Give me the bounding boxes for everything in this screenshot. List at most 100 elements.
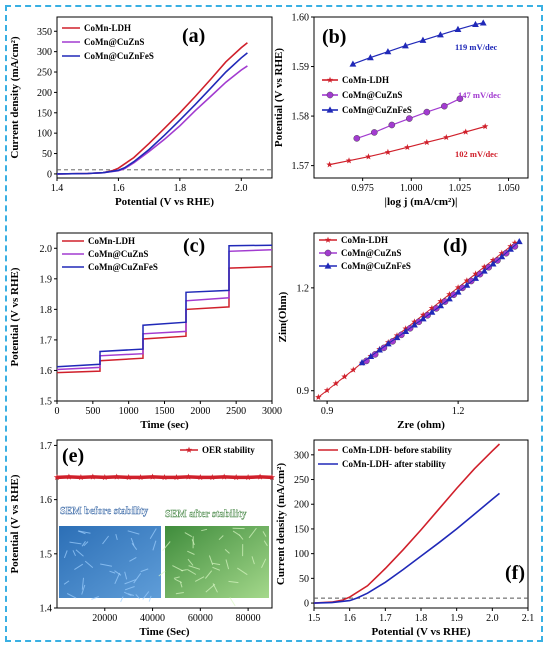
legend-label: CoMn@CuZnFeS <box>84 51 154 61</box>
x-tick-label: 40000 <box>140 613 165 624</box>
panel-a: 1.4 1.6 1.8 2.0 0 50 100 150 200 250 300 350 Potenti… <box>9 16 273 208</box>
x-tick-label: 80000 <box>236 613 261 624</box>
x-axis-label: Time (Sec) <box>139 626 190 638</box>
sem-flake <box>149 528 157 540</box>
sem-flake <box>184 532 193 538</box>
y-tick-label: 1.4 <box>40 604 53 615</box>
y-tick-label: 1.7 <box>40 441 53 452</box>
series-line <box>56 52 248 175</box>
data-point <box>411 321 418 328</box>
y-tick-label: 1.5 <box>40 549 53 560</box>
y-tick-label: 0 <box>304 599 309 610</box>
sem-flake <box>173 576 180 579</box>
data-point <box>406 115 413 122</box>
data-point <box>472 20 479 28</box>
sem-flake <box>224 549 230 554</box>
data-point <box>353 135 361 142</box>
sem-flake <box>162 541 171 552</box>
slope-annotation: 102 mV/dec <box>455 149 498 159</box>
sem-flake <box>248 527 257 539</box>
y-tick-label: 1.6 <box>40 366 53 377</box>
data-point <box>326 161 333 168</box>
y-tick-label: 1.9 <box>40 274 53 285</box>
panel-d: 0.9 1.2 0.9 1.2 Zre (ohm) Zim(Ohm) (d) CoMn-LDH… <box>277 232 529 431</box>
sem-flake <box>262 531 267 537</box>
sem-flake <box>205 570 213 579</box>
series-line <box>56 265 273 374</box>
data-point <box>463 277 471 284</box>
x-tick-label: 1.4 <box>51 183 64 194</box>
x-tick-label: 1.025 <box>449 183 472 194</box>
y-tick-label: 1.8 <box>40 305 53 316</box>
y-tick-label: 1.6 <box>40 495 53 506</box>
data-point <box>446 291 453 298</box>
sem-flake <box>124 586 135 591</box>
slope-annotation: 147 mV/dec <box>458 90 501 100</box>
data-point <box>428 308 436 315</box>
data-point <box>365 153 372 160</box>
x-tick-label: 20000 <box>92 613 117 624</box>
sem-flake <box>263 540 268 547</box>
sem-flake <box>218 535 224 541</box>
y-tick-label: 1.59 <box>292 62 310 73</box>
data-point <box>384 148 392 155</box>
sem-flake <box>194 576 205 582</box>
sem-flake <box>130 537 135 546</box>
data-point <box>472 270 479 277</box>
sem-flake <box>77 530 86 535</box>
series-line <box>313 492 501 604</box>
y-tick-label: 1.2 <box>297 283 310 294</box>
data-point <box>358 359 366 366</box>
legend-label: CoMn-LDH <box>342 75 389 85</box>
data-point <box>437 297 444 304</box>
data-point <box>256 473 264 480</box>
sem-flake <box>124 571 128 580</box>
sem-flake <box>78 530 91 534</box>
sem-flake <box>188 565 201 570</box>
data-point <box>65 473 73 480</box>
data-point <box>463 281 471 288</box>
x-tick-label: 1500 <box>155 406 175 417</box>
y-axis-label: Current density (mA/cm²) <box>9 36 21 159</box>
data-point <box>209 474 216 481</box>
legend-label: CoMn@CuZnS <box>88 249 148 259</box>
legend-marker <box>326 76 334 83</box>
y-tick-label: 50 <box>42 149 52 160</box>
data-point <box>419 315 427 322</box>
sem-flake <box>238 534 244 540</box>
x-axis-label: |log j (mA/cm²)| <box>385 196 458 208</box>
x-axis-label: Time (sec) <box>140 419 189 431</box>
sem-flake <box>205 583 216 593</box>
panel-b: 0.975 1.000 1.025 1.050 1.57 1.58 1.59 1.60 |log… <box>273 13 529 208</box>
sem-flake <box>124 579 136 585</box>
data-point <box>445 295 453 302</box>
y-tick-label: 300 <box>37 47 52 58</box>
panel-label: (a) <box>182 25 205 47</box>
legend-label: OER stability <box>202 445 255 455</box>
y-tick-label: 250 <box>37 68 52 79</box>
sem-flake <box>148 595 152 602</box>
legend-label: CoMn@CuZnFeS <box>341 261 411 271</box>
sem-flake <box>158 570 166 577</box>
y-axis-label: Potential (V vs RHE) <box>9 267 21 366</box>
x-tick-label: 2.0 <box>486 613 499 624</box>
data-point <box>462 128 469 135</box>
sem-flake <box>63 550 68 559</box>
x-tick-label: 2500 <box>226 406 246 417</box>
data-point <box>507 245 514 252</box>
data-point <box>77 474 85 481</box>
data-point <box>482 123 489 130</box>
series-line <box>56 42 248 175</box>
x-tick-label: 1.7 <box>379 613 392 624</box>
data-point <box>197 474 204 481</box>
y-tick-label: 2.0 <box>40 244 53 255</box>
dashed-frame <box>5 5 543 642</box>
x-tick-label: 1.9 <box>450 613 463 624</box>
data-point <box>349 60 357 67</box>
sem-flake <box>232 530 241 536</box>
data-point <box>456 95 464 103</box>
legend-label: CoMn@CuZnS <box>342 90 402 100</box>
panel-f: 1.5 1.6 1.7 1.8 1.9 2.0 2.1 0 50 100 150 200 250 300 P… <box>275 439 534 638</box>
x-tick-label: 1.8 <box>174 183 187 194</box>
data-point <box>498 253 506 260</box>
